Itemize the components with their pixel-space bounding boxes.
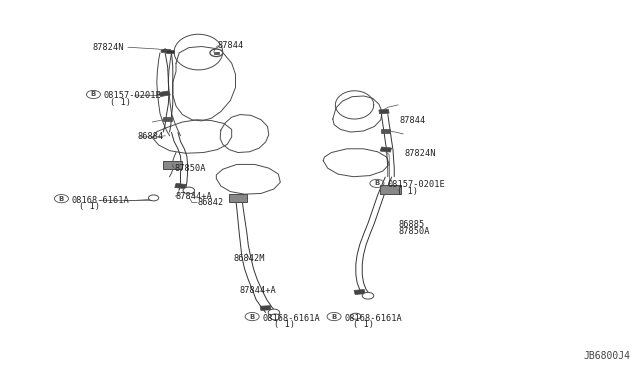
Text: ( 1): ( 1) bbox=[353, 320, 374, 329]
Bar bbox=[379, 109, 389, 114]
Text: 08168-6161A: 08168-6161A bbox=[344, 314, 402, 323]
Text: 87844: 87844 bbox=[218, 41, 244, 50]
Text: 87824N: 87824N bbox=[93, 43, 124, 52]
Bar bbox=[380, 147, 392, 152]
Text: B: B bbox=[59, 196, 64, 202]
Text: 08157-0201E: 08157-0201E bbox=[387, 180, 445, 189]
Bar bbox=[229, 194, 247, 202]
Text: 08168-6161A: 08168-6161A bbox=[72, 196, 129, 205]
Bar bbox=[166, 50, 174, 53]
Circle shape bbox=[270, 314, 280, 320]
Text: 86842: 86842 bbox=[197, 198, 223, 207]
Bar bbox=[163, 117, 172, 121]
Circle shape bbox=[268, 309, 280, 316]
Text: 08168-6161A: 08168-6161A bbox=[262, 314, 320, 323]
Text: B: B bbox=[91, 92, 96, 97]
Bar bbox=[381, 129, 390, 133]
Text: 87824N: 87824N bbox=[404, 149, 436, 158]
Circle shape bbox=[351, 313, 361, 319]
Bar bbox=[354, 289, 365, 295]
Bar bbox=[214, 52, 219, 54]
Text: 87844: 87844 bbox=[399, 116, 426, 125]
Text: 08157-0201E: 08157-0201E bbox=[104, 92, 161, 100]
Text: 87850A: 87850A bbox=[398, 227, 429, 236]
Text: 87844+A: 87844+A bbox=[240, 286, 276, 295]
Text: 87850A: 87850A bbox=[174, 164, 205, 173]
Circle shape bbox=[210, 49, 223, 57]
Text: ( 1): ( 1) bbox=[397, 187, 418, 196]
Bar bbox=[380, 185, 401, 194]
Bar bbox=[161, 49, 170, 52]
Text: 86842M: 86842M bbox=[234, 254, 265, 263]
Text: 87844+A: 87844+A bbox=[175, 192, 212, 201]
Text: ( 1): ( 1) bbox=[274, 320, 295, 329]
Circle shape bbox=[148, 195, 159, 201]
Text: B: B bbox=[374, 180, 380, 186]
Text: ( 1): ( 1) bbox=[110, 98, 131, 107]
Circle shape bbox=[362, 292, 374, 299]
Text: B: B bbox=[332, 314, 337, 320]
Bar bbox=[175, 183, 186, 189]
Text: 86885: 86885 bbox=[398, 220, 424, 229]
Circle shape bbox=[183, 187, 195, 194]
Text: JB6800J4: JB6800J4 bbox=[584, 351, 630, 361]
Bar bbox=[159, 91, 170, 96]
Text: B: B bbox=[250, 314, 255, 320]
Text: 86884: 86884 bbox=[138, 132, 164, 141]
Bar bbox=[163, 161, 182, 169]
Bar bbox=[260, 306, 271, 310]
Text: ( 1): ( 1) bbox=[79, 202, 100, 211]
